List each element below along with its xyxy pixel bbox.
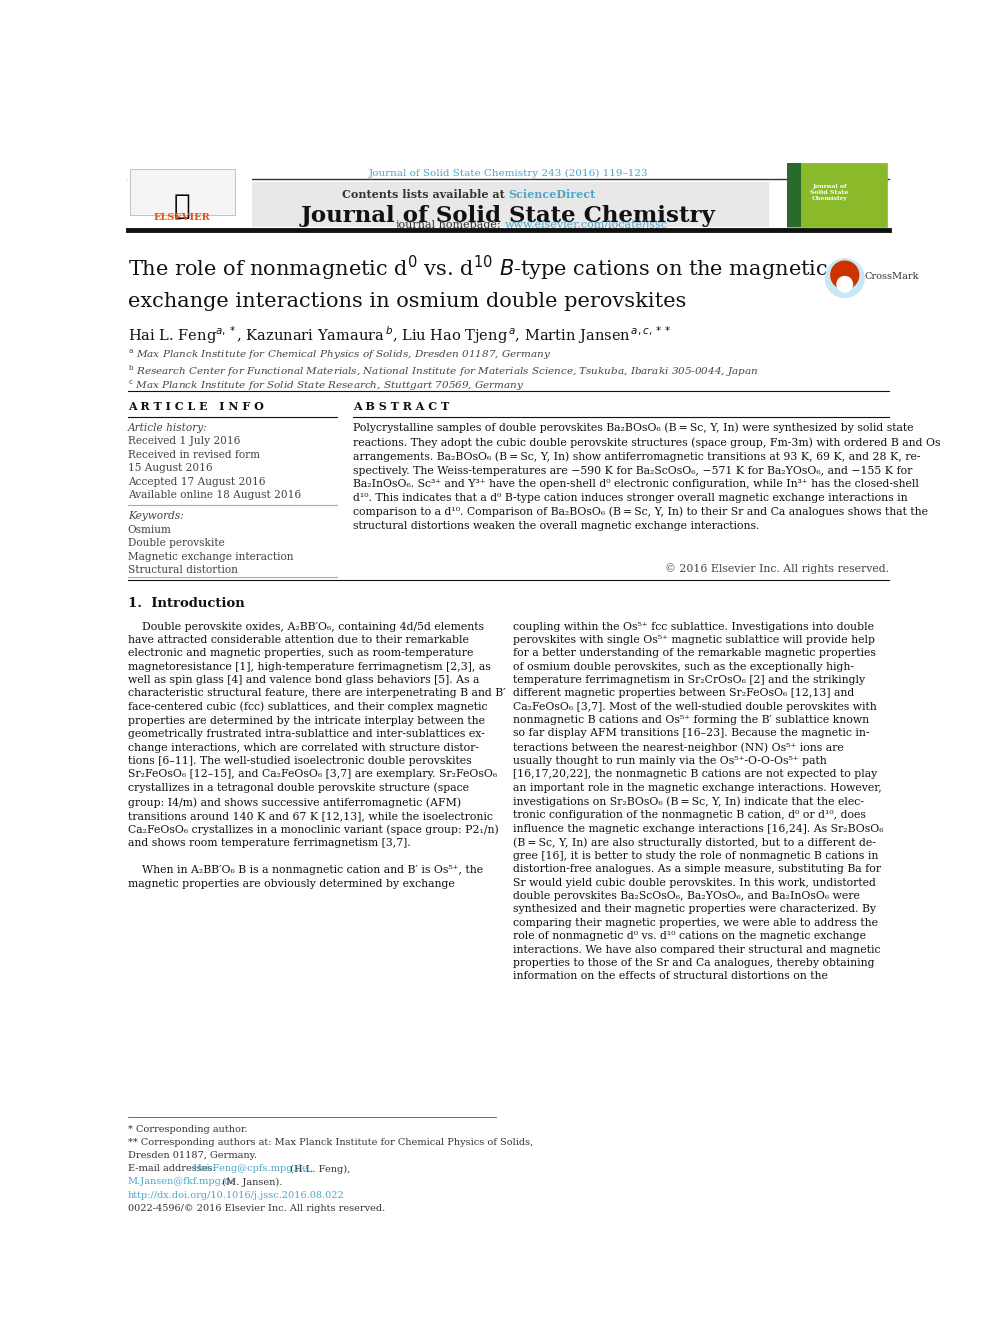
Text: http://dx.doi.org/10.1016/j.jssc.2016.08.022: http://dx.doi.org/10.1016/j.jssc.2016.08… — [128, 1191, 344, 1200]
Text: (M. Jansen).: (M. Jansen). — [218, 1177, 282, 1187]
Bar — [128, 163, 252, 226]
Text: Osmium: Osmium — [128, 525, 172, 534]
Text: CrossMark: CrossMark — [864, 273, 919, 280]
Text: $^{\mathrm{a}}$ Max Planck Institute for Chemical Physics of Solids, Dresden 011: $^{\mathrm{a}}$ Max Planck Institute for… — [128, 348, 552, 361]
Text: Article history:: Article history: — [128, 423, 207, 433]
Text: Journal of
Solid State
Chemistry: Journal of Solid State Chemistry — [810, 184, 848, 201]
Text: Hai.Feng@cpfs.mpg.de: Hai.Feng@cpfs.mpg.de — [192, 1164, 308, 1174]
Text: 1.  Introduction: 1. Introduction — [128, 597, 245, 610]
Text: A R T I C L E   I N F O: A R T I C L E I N F O — [128, 401, 264, 413]
Text: coupling within the Os⁵⁺ fcc sublattice. Investigations into double
perovskites : coupling within the Os⁵⁺ fcc sublattice.… — [513, 622, 884, 982]
Text: Double perovskite oxides, A₂BB′O₆, containing 4d/5d elements
have attracted cons: Double perovskite oxides, A₂BB′O₆, conta… — [128, 622, 506, 889]
Circle shape — [837, 277, 852, 292]
Text: ELSEVIER: ELSEVIER — [154, 213, 210, 222]
Text: Structural distortion: Structural distortion — [128, 565, 238, 576]
Text: 🌳: 🌳 — [174, 192, 190, 220]
Text: 15 August 2016: 15 August 2016 — [128, 463, 212, 474]
Text: Dresden 01187, Germany.: Dresden 01187, Germany. — [128, 1151, 257, 1160]
Text: E-mail addresses:: E-mail addresses: — [128, 1164, 219, 1174]
Text: Keywords:: Keywords: — [128, 512, 184, 521]
Text: journal homepage:: journal homepage: — [396, 221, 505, 230]
Text: (H.L. Feng),: (H.L. Feng), — [287, 1164, 350, 1174]
Text: Hai L. Feng$^{a,*}$, Kazunari Yamaura$^{\,b}$, Liu Hao Tjeng$^{\,a}$, Martin Jan: Hai L. Feng$^{a,*}$, Kazunari Yamaura$^{… — [128, 324, 672, 347]
Text: Available online 18 August 2016: Available online 18 August 2016 — [128, 491, 301, 500]
Text: M.Jansen@fkf.mpg.de: M.Jansen@fkf.mpg.de — [128, 1177, 237, 1187]
Text: Magnetic exchange interaction: Magnetic exchange interaction — [128, 552, 294, 562]
Text: exchange interactions in osmium double perovskites: exchange interactions in osmium double p… — [128, 292, 686, 311]
Circle shape — [831, 261, 859, 288]
Text: Journal of Solid State Chemistry: Journal of Solid State Chemistry — [301, 205, 716, 228]
Text: $^{\mathrm{b}}$ Research Center for Functional Materials, National Institute for: $^{\mathrm{b}}$ Research Center for Func… — [128, 363, 758, 378]
Text: 0022-4596/© 2016 Elsevier Inc. All rights reserved.: 0022-4596/© 2016 Elsevier Inc. All right… — [128, 1204, 385, 1213]
Text: ScienceDirect: ScienceDirect — [509, 189, 595, 200]
Text: Contents lists available at: Contents lists available at — [342, 189, 509, 200]
Text: Double perovskite: Double perovskite — [128, 538, 224, 548]
Text: www.elsevier.com/locate/jssc: www.elsevier.com/locate/jssc — [505, 221, 668, 230]
Text: * Corresponding author.: * Corresponding author. — [128, 1125, 247, 1134]
Text: Received in revised form: Received in revised form — [128, 450, 260, 460]
Text: Received 1 July 2016: Received 1 July 2016 — [128, 437, 240, 446]
FancyBboxPatch shape — [141, 181, 769, 226]
Text: Journal of Solid State Chemistry 243 (2016) 119–123: Journal of Solid State Chemistry 243 (20… — [369, 169, 648, 177]
Bar — [130, 169, 235, 214]
Bar — [787, 163, 801, 226]
Circle shape — [825, 259, 864, 298]
Text: A B S T R A C T: A B S T R A C T — [352, 401, 448, 413]
Text: $^{\mathrm{c}}$ Max Planck Institute for Solid State Research, Stuttgart 70569, : $^{\mathrm{c}}$ Max Planck Institute for… — [128, 378, 525, 393]
Text: Accepted 17 August 2016: Accepted 17 August 2016 — [128, 476, 266, 487]
Text: Polycrystalline samples of double perovskites Ba₂BOsO₆ (B = Sc, Y, In) were synt: Polycrystalline samples of double perovs… — [352, 423, 940, 531]
Text: The role of nonmagnetic d$^0$ vs. d$^{10}$ $\it{B}$-type cations on the magnetic: The role of nonmagnetic d$^0$ vs. d$^{10… — [128, 254, 828, 283]
Text: ** Corresponding authors at: Max Planck Institute for Chemical Physics of Solids: ** Corresponding authors at: Max Planck … — [128, 1138, 533, 1147]
Text: © 2016 Elsevier Inc. All rights reserved.: © 2016 Elsevier Inc. All rights reserved… — [665, 564, 889, 574]
Bar — [787, 163, 888, 226]
